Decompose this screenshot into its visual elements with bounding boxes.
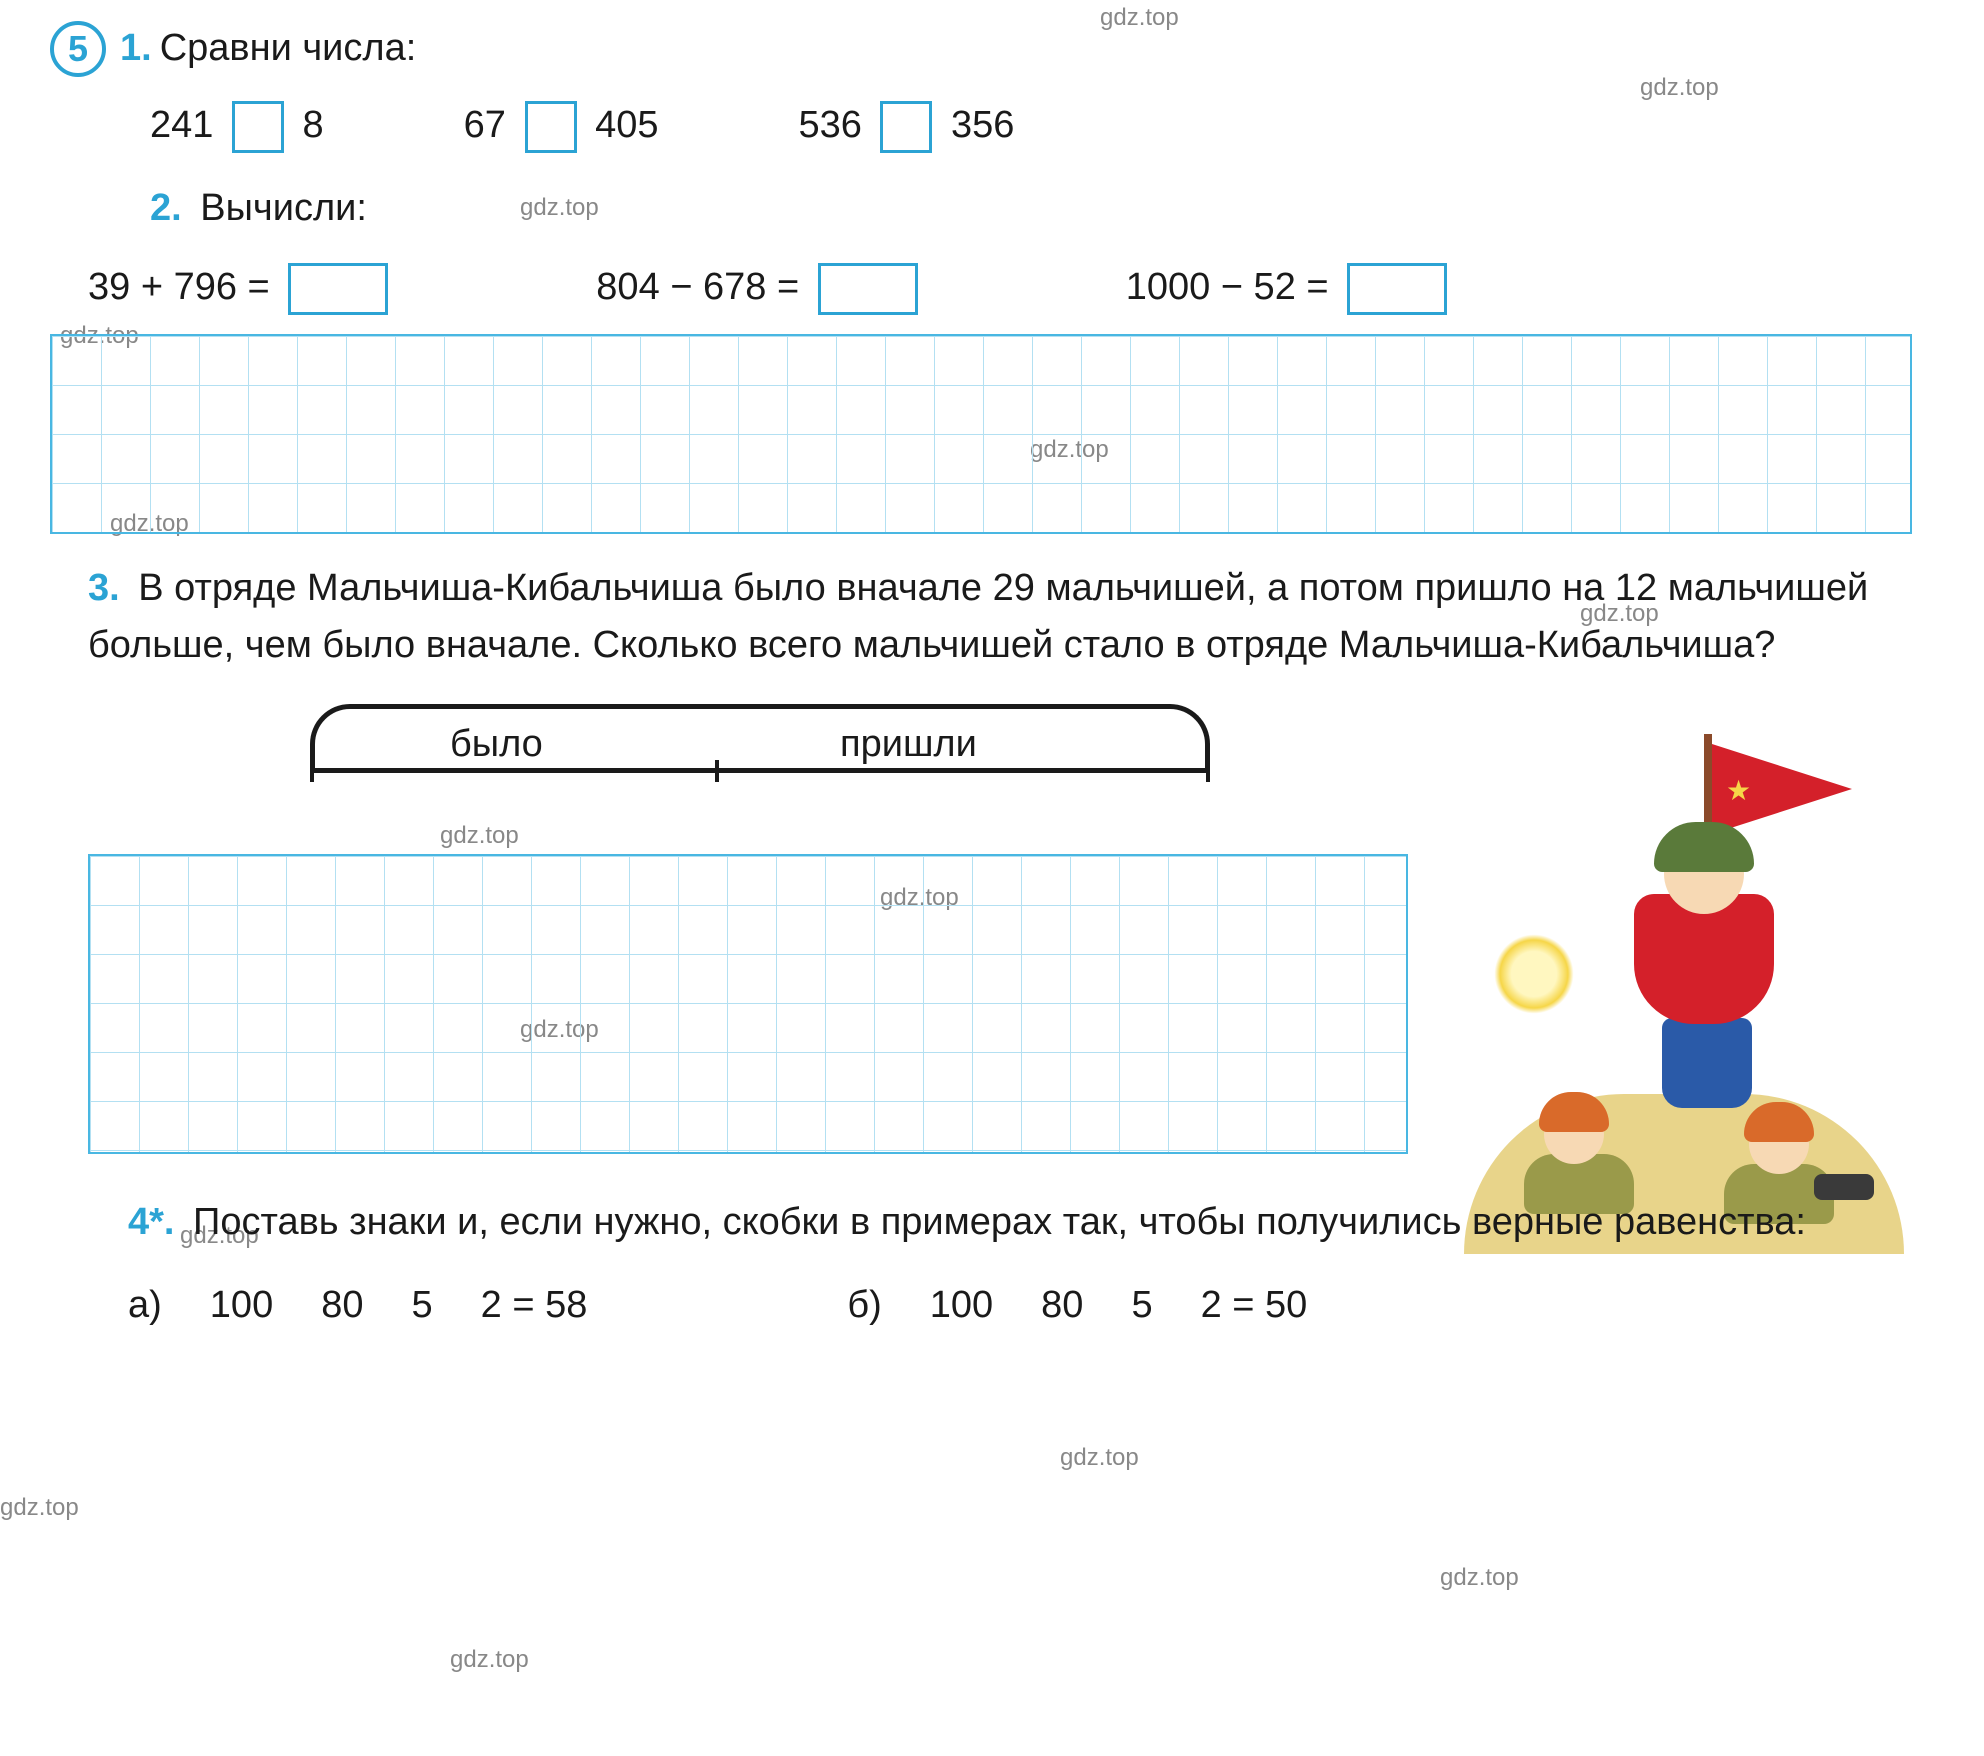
watermark-text: gdz.top (1060, 1440, 1139, 1476)
compare-a: 67 (464, 104, 506, 146)
bracket-tick-right (1206, 760, 1210, 782)
bracket-diagram: было пришли (310, 704, 1210, 824)
task4-number: 4*. (128, 1201, 174, 1243)
sun-icon (1494, 934, 1574, 1014)
task3-answer-area: ★ (50, 854, 1934, 1154)
task2-header: 2. Вычисли: (150, 180, 1934, 237)
bracket-label-right: пришли (840, 716, 977, 773)
boy-legs (1662, 1018, 1752, 1108)
task2-title: Вычисли: (200, 187, 367, 229)
compare-a: 241 (150, 104, 213, 146)
task4-title: Поставь знаки и, если нужно, скобки в пр… (193, 1201, 1806, 1243)
calc-grid[interactable] (50, 334, 1912, 534)
expression: 1000 − 52 = (1126, 259, 1455, 316)
item-token: 100 (930, 1277, 993, 1334)
answer-box[interactable] (1347, 263, 1447, 315)
compare-b: 356 (951, 104, 1014, 146)
answer-box[interactable] (818, 263, 918, 315)
task2-number: 2. (150, 187, 182, 229)
compare-b: 8 (303, 104, 324, 146)
answer-grid[interactable] (88, 854, 1408, 1154)
task4: 4*. Поставь знаки и, если нужно, скобки … (128, 1194, 1894, 1251)
watermark-text: gdz.top (1440, 1560, 1519, 1596)
bracket-arc (310, 704, 1210, 768)
task4-item-a: а) 100 80 5 2 = 58 (128, 1277, 587, 1334)
item-token: 2 = 50 (1201, 1277, 1308, 1334)
item-token: 80 (321, 1277, 363, 1334)
watermark-text: gdz.top (450, 1642, 529, 1678)
item-token: 100 (210, 1277, 273, 1334)
compare-pair: 67 405 (464, 97, 659, 154)
compare-b: 405 (595, 104, 658, 146)
compare-box[interactable] (232, 101, 284, 153)
task-header: 5 1. Сравни числа: (50, 20, 1934, 77)
compare-a: 536 (798, 104, 861, 146)
item-token: 2 = 58 (481, 1277, 588, 1334)
item-token: 80 (1041, 1277, 1083, 1334)
task4-item-b: б) 100 80 5 2 = 50 (847, 1277, 1307, 1334)
expression-text: 39 + 796 = (88, 266, 270, 308)
expression: 804 − 678 = (596, 259, 925, 316)
expression-text: 1000 − 52 = (1126, 266, 1329, 308)
watermark-text: gdz.top (0, 1490, 79, 1526)
compare-pair: 241 8 (150, 97, 324, 154)
task1-compare-line: 241 8 67 405 536 356 (150, 97, 1934, 154)
bracket-label-left: было (450, 716, 543, 773)
item-letter: а) (128, 1277, 162, 1334)
task3: 3. В отряде Мальчиша-Кибальчиша было вна… (88, 560, 1894, 674)
task3-text: В отряде Мальчиша-Кибальчиша было вначал… (88, 567, 1868, 666)
compare-box[interactable] (525, 101, 577, 153)
illustration: ★ (1464, 734, 1904, 1254)
bracket-baseline (310, 768, 1210, 773)
compare-pair: 536 356 (798, 97, 1014, 154)
expression-text: 804 − 678 = (596, 266, 799, 308)
task3-number: 3. (88, 567, 120, 609)
problem-number-badge: 5 (50, 21, 106, 77)
task1-title: Сравни числа: (160, 20, 417, 77)
item-token: 5 (411, 1277, 432, 1334)
compare-box[interactable] (880, 101, 932, 153)
item-letter: б) (847, 1277, 881, 1334)
star-icon: ★ (1726, 770, 1751, 812)
item-token: 5 (1131, 1277, 1152, 1334)
expression: 39 + 796 = (88, 259, 396, 316)
bracket-tick-mid (715, 760, 719, 782)
task4-items: а) 100 80 5 2 = 58 б) 100 80 5 2 = 50 (128, 1277, 1934, 1334)
bracket-tick-left (310, 760, 314, 782)
task2-expressions: 39 + 796 = 804 − 678 = 1000 − 52 = (88, 259, 1934, 316)
answer-box[interactable] (288, 263, 388, 315)
task1-number: 1. (120, 20, 152, 77)
